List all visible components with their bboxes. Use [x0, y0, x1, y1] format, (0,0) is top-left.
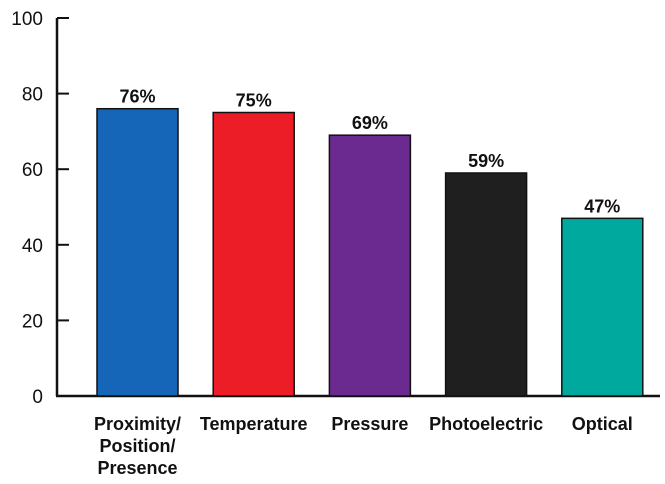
- bar-2: [328, 134, 412, 397]
- category-label-0-line-2: Presence: [97, 458, 177, 478]
- category-label-1-line-0: Temperature: [200, 414, 308, 434]
- data-label-4: 47%: [584, 196, 620, 216]
- category-label-0-line-0: Proximity/: [94, 414, 181, 434]
- bar-3: [444, 172, 528, 397]
- bar-1: [212, 111, 295, 397]
- category-label-4-line-0: Optical: [572, 414, 633, 434]
- category-label-2: Pressure: [331, 414, 408, 434]
- bar-4: [561, 217, 644, 397]
- y-tick-label-40: 40: [22, 236, 43, 257]
- category-label-3-line-0: Photoelectric: [429, 414, 543, 434]
- y-tick-label-60: 60: [22, 160, 43, 181]
- category-label-1: Temperature: [200, 414, 308, 434]
- data-label-0: 76%: [119, 87, 155, 107]
- y-tick-label-0: 0: [32, 387, 43, 408]
- y-tick-label-100: 100: [11, 9, 43, 30]
- bar-0: [96, 107, 179, 397]
- y-tick-label-20: 20: [22, 311, 43, 332]
- data-label-1: 75%: [236, 91, 272, 111]
- bars: [96, 107, 644, 397]
- y-tick-label-80: 80: [22, 85, 43, 106]
- labels: 76% Proximity/Position/Presence 75% Tempera…: [94, 87, 633, 478]
- data-label-3: 59%: [468, 151, 504, 171]
- category-label-3: Photoelectric: [429, 414, 543, 434]
- category-label-4: Optical: [572, 414, 633, 434]
- category-label-2-line-0: Pressure: [331, 414, 408, 434]
- category-label-0-line-1: Position/: [100, 436, 176, 456]
- data-label-2: 69%: [352, 113, 388, 133]
- category-label-0: Proximity/Position/Presence: [94, 414, 181, 478]
